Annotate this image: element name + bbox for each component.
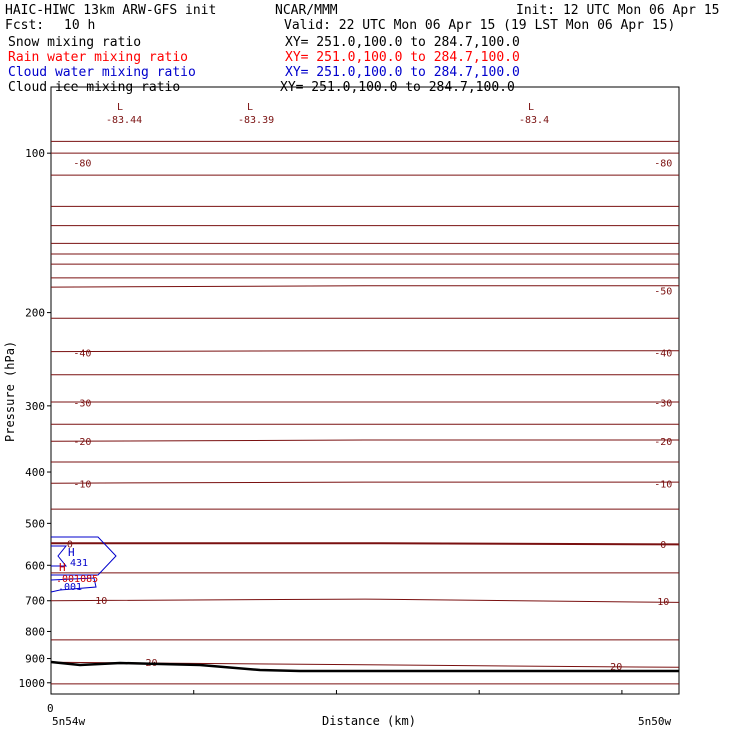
contour-label: -20	[654, 437, 672, 448]
contour-label: 10	[95, 596, 107, 607]
contour-label: -80	[73, 159, 91, 170]
y-axis-ticks: 100 200 300 400 500 600 700 800 900 1000	[19, 147, 51, 690]
y-tick-label: 700	[25, 595, 45, 608]
low-marker-2: L	[247, 102, 253, 113]
y-tick-label: 100	[25, 147, 45, 160]
org-label: NCAR/MMM	[275, 3, 338, 18]
y-tick-label: 300	[25, 400, 45, 413]
cloud-water-value: .001	[58, 582, 82, 593]
y-tick-label: 400	[25, 466, 45, 479]
x-axis-label: Distance (km)	[322, 714, 416, 728]
contour-label: -80	[654, 159, 672, 170]
low-marker-3: L	[528, 102, 534, 113]
y-tick-label: 600	[25, 559, 45, 572]
contour-lines	[50, 140, 680, 685]
plot-frame	[50, 86, 680, 695]
legend: Snow mixing ratio XY= 251.0,100.0 to 284…	[8, 35, 520, 95]
legend-cloud-water-name: Cloud water mixing ratio	[8, 65, 196, 80]
cloud-water-contour-lower	[50, 577, 97, 593]
model-title: HAIC-HIWC 13km ARW-GFS init	[5, 3, 216, 18]
y-axis-label: Pressure (hPa)	[3, 341, 17, 442]
legend-rain-name: Rain water mixing ratio	[8, 50, 188, 65]
contour-label: 0	[67, 539, 73, 550]
low-value-2: -83.39	[238, 115, 274, 126]
contour-labels: -80 -80 -50 -40 -40 -30 -30 -20 -20 -10 -10 0 0 10 10 2…	[67, 159, 673, 673]
x-axis-ticks	[50, 690, 623, 694]
contour-label: -30	[73, 399, 91, 410]
contour-line-0	[51, 542, 680, 546]
low-markers: L -83.44 L -83.39 L -83.4	[106, 102, 549, 126]
y-tick-label: 900	[25, 653, 45, 666]
init-label: Init: 12 UTC Mon 06 Apr 15	[516, 3, 720, 18]
fcst-label: Fcst:	[5, 18, 44, 33]
contour-label: -40	[654, 348, 672, 359]
low-value-1: -83.44	[106, 115, 142, 126]
contour-label: 20	[610, 662, 622, 673]
low-marker-1: L	[117, 102, 123, 113]
low-value-3: -83.4	[519, 115, 549, 126]
high-marker-red: H	[59, 561, 66, 574]
contour-line--10	[50, 481, 679, 484]
contour-label: -10	[654, 480, 672, 491]
legend-rain-xy: XY= 251.0,100.0 to 284.7,100.0	[285, 50, 520, 65]
high-value-red: .001085	[56, 574, 98, 585]
high-marker-blue: H	[68, 546, 75, 559]
contour-label: -40	[73, 348, 91, 359]
surface-line	[50, 660, 679, 673]
legend-snow-xy: XY= 251.0,100.0 to 284.7,100.0	[285, 35, 520, 50]
valid-label: Valid: 22 UTC Mon 06 Apr 15 (19 LST Mon …	[284, 18, 675, 33]
legend-snow-name: Snow mixing ratio	[8, 35, 141, 50]
contour-line-10	[50, 598, 680, 603]
contour-label: 0	[660, 540, 666, 551]
high-value-blue: 431	[70, 558, 88, 569]
y-tick-label: 800	[25, 625, 45, 638]
y-tick-label: 200	[25, 307, 45, 320]
fcst-value: 10 h	[64, 18, 95, 33]
cloud-water-contour-inner	[51, 545, 68, 567]
x-tick-label-0: 0	[47, 702, 54, 715]
contour-label: -20	[73, 437, 91, 448]
contour-line--40	[50, 350, 679, 353]
legend-cloud-water-xy: XY= 251.0,100.0 to 284.7,100.0	[285, 65, 520, 80]
contour-label: 10	[657, 597, 669, 608]
contour-label: -10	[73, 480, 91, 491]
y-tick-label: 500	[25, 517, 45, 530]
contour-label: -30	[654, 399, 672, 410]
contour-line--50	[50, 285, 679, 288]
contour-line--20	[50, 439, 679, 442]
x-end-label-left: 5n54w	[52, 715, 85, 728]
x-end-label-right: 5n50w	[638, 715, 671, 728]
cloud-water-contour	[51, 536, 117, 576]
y-tick-label: 1000	[19, 677, 46, 690]
cloud-water-feature: H 431 H .001085 .001	[50, 536, 117, 593]
contour-label: -50	[654, 287, 672, 298]
